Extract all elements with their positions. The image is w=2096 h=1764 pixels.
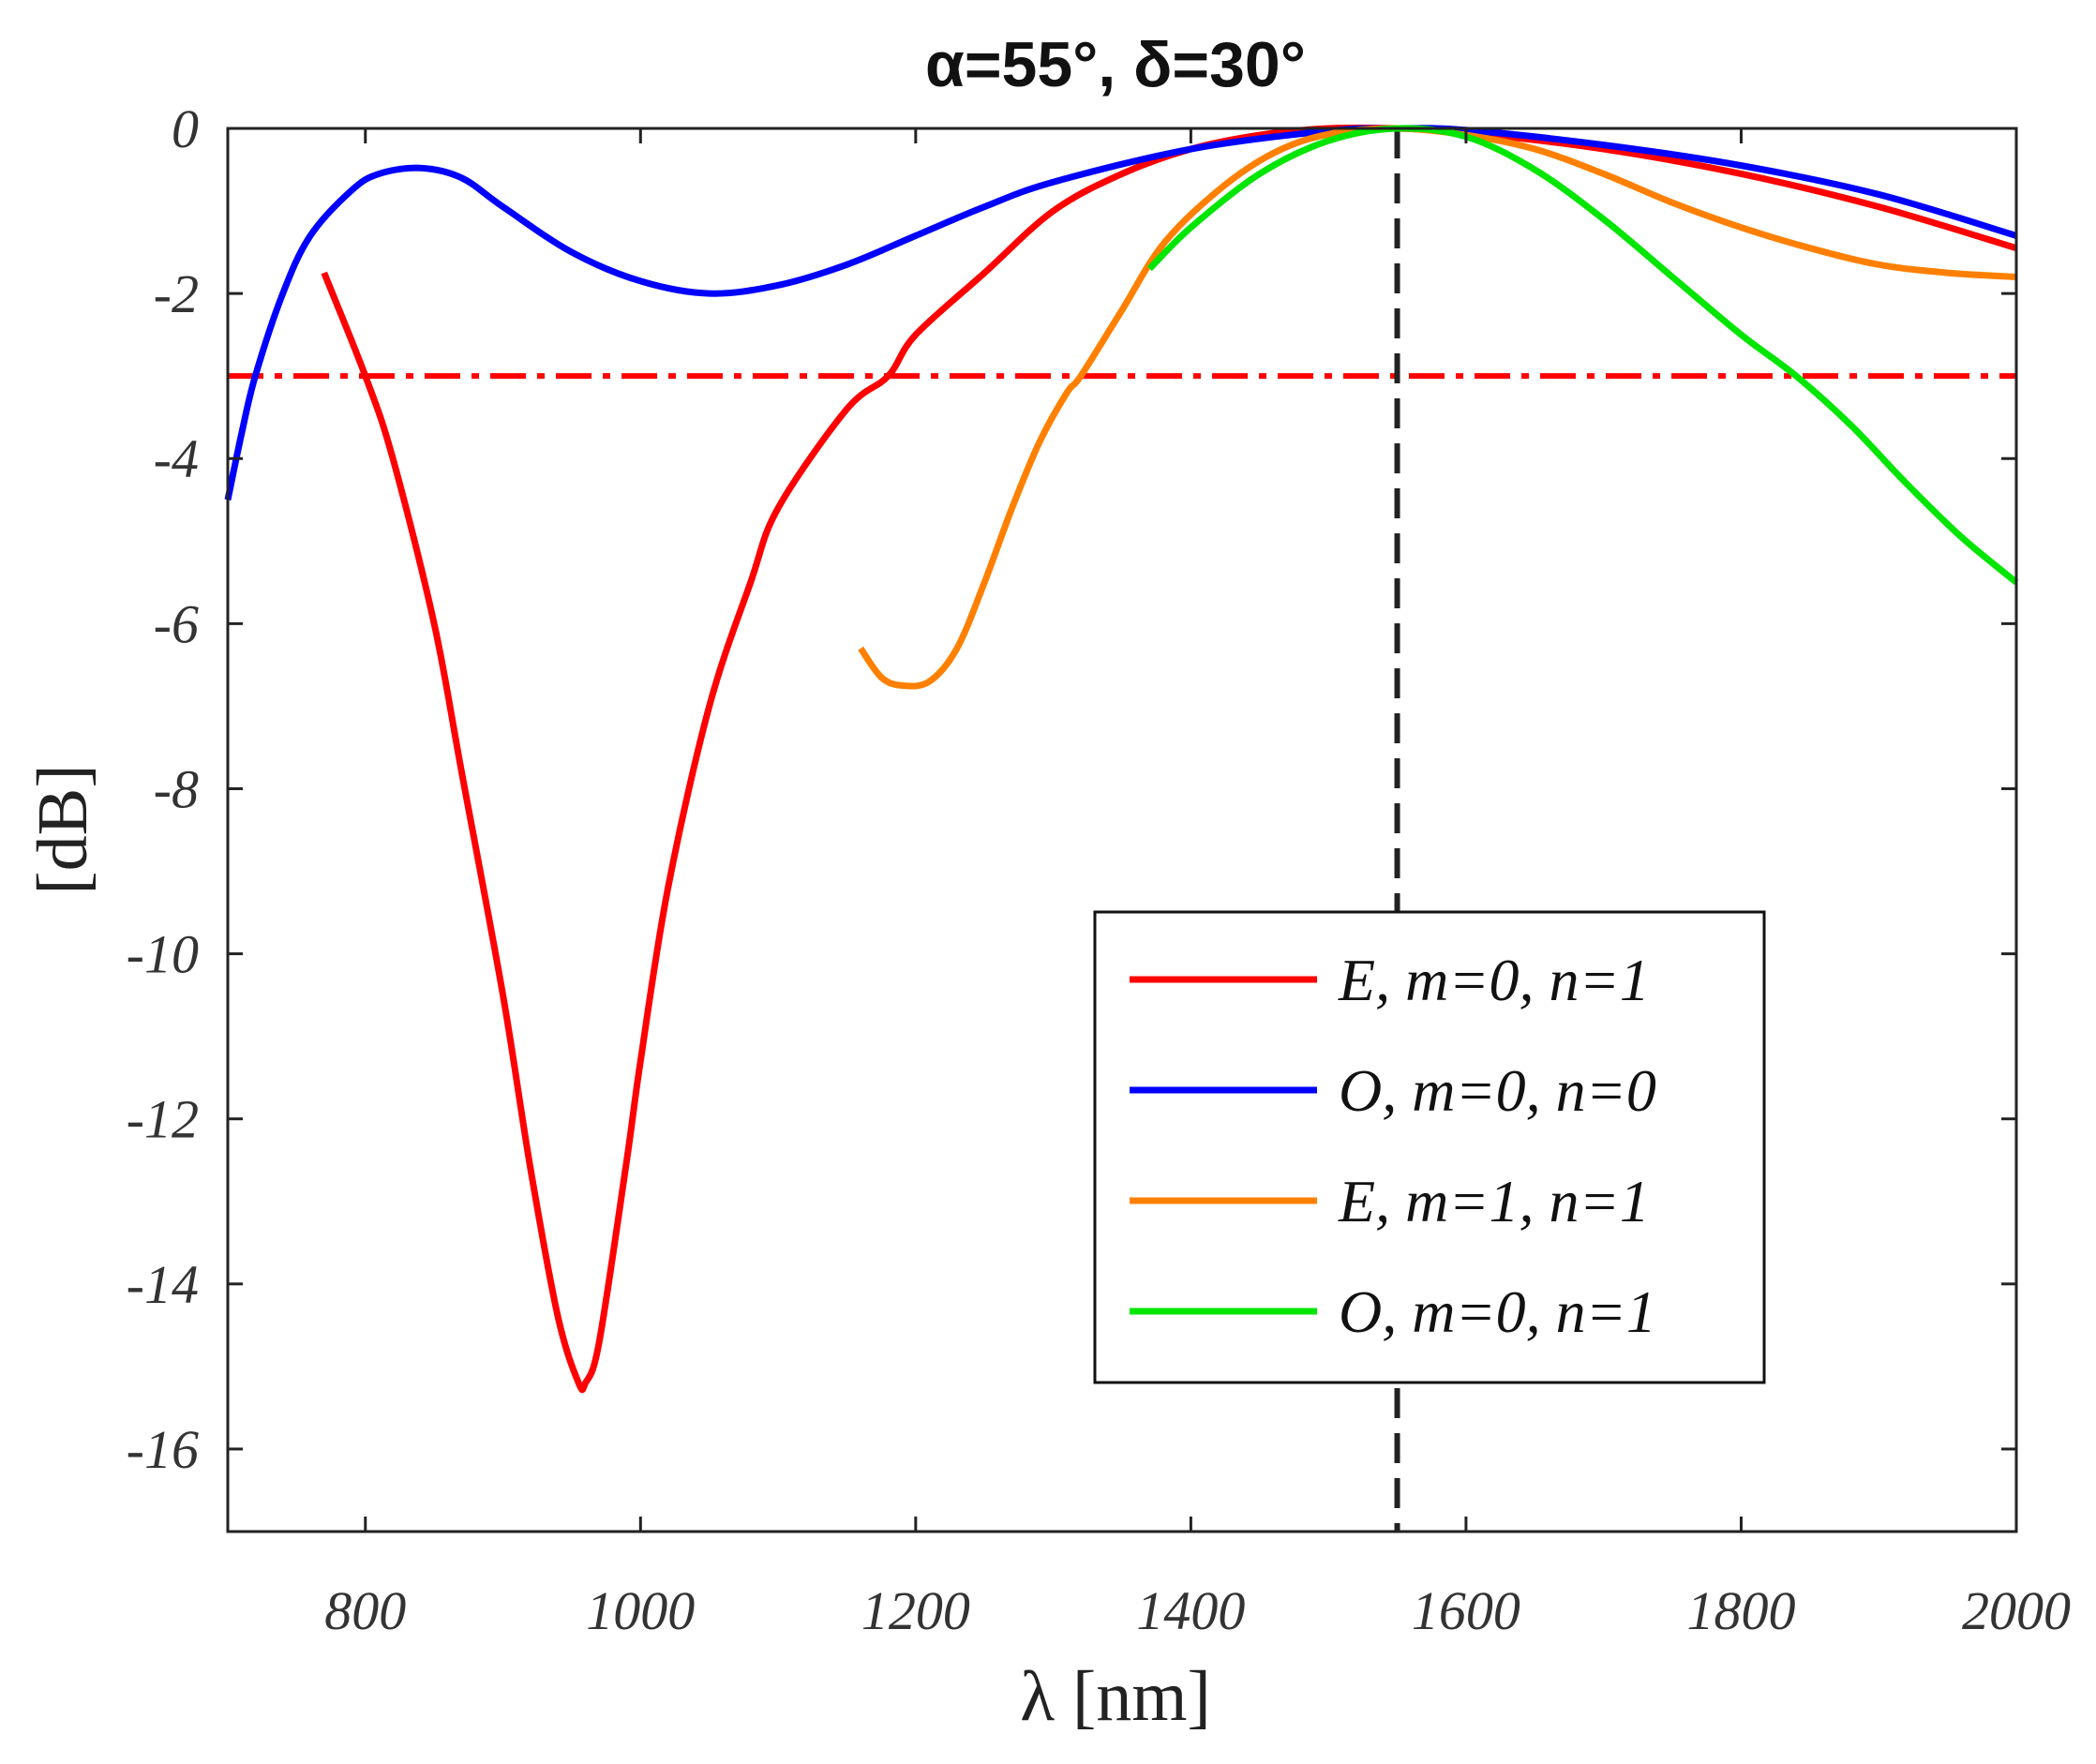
chart-title: α=55°, δ=30° [925, 29, 1306, 100]
x-tick-label: 1800 [1686, 1580, 1795, 1641]
series-line-1 [224, 125, 2018, 501]
series-line-3 [1146, 125, 2019, 586]
x-axis-label: λ [nm] [1020, 1657, 1211, 1736]
y-tick-label: -16 [127, 1419, 199, 1480]
y-axis-label: [dB] [23, 764, 102, 894]
x-tick-label: 1200 [861, 1580, 970, 1641]
y-tick-label: -8 [154, 758, 199, 819]
legend-label-2: E, m=1, n=1 [1338, 1168, 1650, 1234]
legend-label-1: O, m=0, n=0 [1339, 1057, 1656, 1124]
plot-frame [226, 127, 2018, 1533]
series-line-2 [858, 125, 2017, 690]
x-tick-labels: 800 1000 1200 1400 1600 1800 2000 [324, 1580, 2071, 1641]
x-tick-label: 800 [324, 1580, 406, 1641]
legend-label-0: E, m=0, n=1 [1338, 947, 1650, 1013]
legend-box [1093, 910, 1766, 1384]
reference-lines [228, 128, 2016, 1532]
y-tick-label: -10 [127, 924, 199, 985]
legend: E, m=0, n=1 O, m=0, n=0 E, m=1, n=1 O, m=0,… [1093, 910, 1766, 1384]
y-tick-label: -14 [127, 1254, 199, 1315]
x-tick-label: 1000 [586, 1580, 695, 1641]
y-tick-labels: 0 -2 -4 -6 -8 -10 -12 -14 -16 [127, 98, 199, 1480]
x-tick-label: 1600 [1412, 1580, 1520, 1641]
y-tick-label: -2 [154, 263, 199, 324]
x-tick-label: 2000 [1962, 1580, 2071, 1641]
y-tick-label: 0 [172, 98, 199, 159]
y-tick-label: -4 [154, 428, 199, 489]
y-tick-label: -12 [127, 1089, 199, 1150]
tick-marks [228, 127, 2018, 1532]
legend-label-3: O, m=0, n=1 [1339, 1278, 1656, 1345]
y-tick-label: -6 [154, 593, 199, 654]
x-tick-label: 1400 [1136, 1580, 1245, 1641]
